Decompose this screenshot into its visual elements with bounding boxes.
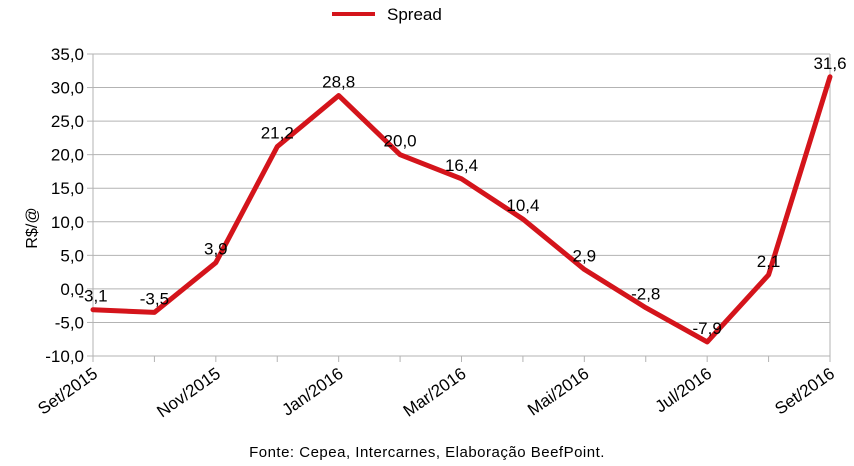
x-tick-label: Mar/2016 <box>400 364 470 421</box>
data-label: 2,9 <box>573 246 597 265</box>
y-tick-label: -5,0 <box>55 313 84 332</box>
y-tick-label: 20,0 <box>51 146 84 165</box>
data-label: -3,5 <box>140 289 169 308</box>
data-label: 20,0 <box>384 132 417 151</box>
data-label: 31,6 <box>813 54 846 73</box>
data-label: 2,1 <box>757 252 781 271</box>
data-label: 16,4 <box>445 156 478 175</box>
data-label: 21,2 <box>261 124 294 143</box>
axes <box>92 54 831 356</box>
x-tick-label: Mai/2016 <box>524 364 592 420</box>
legend: Spread <box>332 5 442 24</box>
data-label: -7,9 <box>693 319 722 338</box>
x-tick-label: Set/2015 <box>34 364 101 419</box>
series-line-spread <box>90 74 833 345</box>
data-label: 3,9 <box>204 240 228 259</box>
x-tick-label: Jul/2016 <box>652 364 716 416</box>
x-tick-label: Jan/2016 <box>278 364 346 420</box>
y-tick-label: 25,0 <box>51 112 84 131</box>
gridlines <box>87 53 831 362</box>
y-tick-label: 30,0 <box>51 79 84 98</box>
data-labels: -3,1 -3,5 3,9 21,2 28,8 20,0 16,4 10,4 2,9 -2,8 -7… <box>78 54 846 338</box>
x-tick-label: Set/2016 <box>771 364 838 419</box>
chart-svg: -10,0-5,00,05,010,015,020,025,030,035,0 … <box>24 5 847 421</box>
data-label: 10,4 <box>506 196 539 215</box>
y-tick-label: 0,0 <box>60 280 84 299</box>
series-lines <box>90 74 833 345</box>
y-tick-label: 15,0 <box>51 179 84 198</box>
y-tick-label: 5,0 <box>60 246 84 265</box>
y-axis-title: R$/@ <box>24 207 41 248</box>
data-label: 28,8 <box>322 73 355 92</box>
data-label: -2,8 <box>631 285 660 304</box>
legend-label: Spread <box>387 5 442 24</box>
y-tick-label: 10,0 <box>51 213 84 232</box>
x-tick-label: Nov/2015 <box>153 364 224 421</box>
y-tick-label: 35,0 <box>51 45 84 64</box>
source-note: Fonte: Cepea, Intercarnes, Elaboração Be… <box>249 444 605 461</box>
x-axis-ticks: Set/2015 Nov/2015 Jan/2016 Mar/2016 Mai/2016… <box>34 364 838 421</box>
y-axis-ticks: -10,0 -5,0 0,0 5,0 10,0 15,0 20,0 25,0 30,0 35,0 <box>45 45 84 366</box>
data-label: -3,1 <box>78 287 107 306</box>
y-tick-label: -10,0 <box>45 347 84 366</box>
